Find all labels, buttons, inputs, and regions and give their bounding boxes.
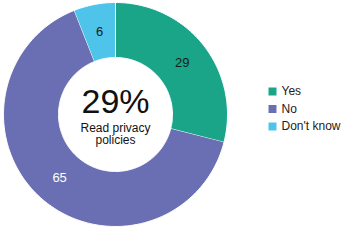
svg-text:No: No bbox=[282, 102, 298, 116]
svg-text:65: 65 bbox=[52, 170, 66, 185]
svg-text:29: 29 bbox=[175, 55, 189, 70]
svg-text:Don't know: Don't know bbox=[282, 119, 341, 133]
svg-text:6: 6 bbox=[96, 24, 103, 39]
svg-text:Yes: Yes bbox=[282, 84, 302, 98]
svg-text:29%: 29% bbox=[81, 82, 149, 120]
svg-text:Read privacypolicies: Read privacypolicies bbox=[80, 121, 150, 147]
